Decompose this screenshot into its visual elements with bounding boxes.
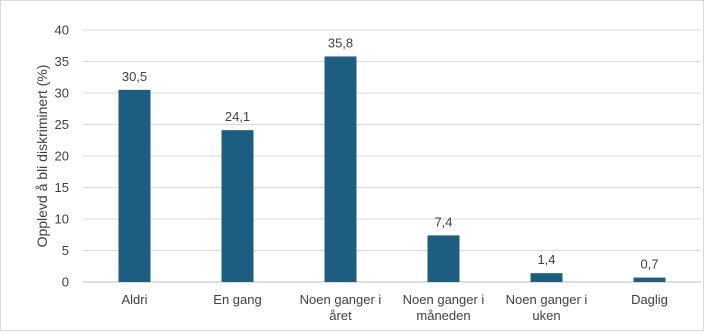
bar xyxy=(530,273,563,282)
y-tick-label: 5 xyxy=(62,243,69,258)
category-label-line: Daglig xyxy=(631,292,668,307)
y-axis-ticks: 0 5 10 15 20 25 30 35 40 xyxy=(55,23,69,290)
category-label-line: Noen ganger i xyxy=(403,292,485,307)
category-label: Aldri xyxy=(121,292,147,307)
data-label: 0,7 xyxy=(640,257,658,272)
bar xyxy=(324,56,357,283)
category-label-line: uken xyxy=(532,308,560,323)
category-label: Daglig xyxy=(631,292,668,307)
bar xyxy=(633,277,666,282)
bars xyxy=(118,56,666,283)
category-label: Noen ganger i uken xyxy=(506,292,588,323)
category-label: En gang xyxy=(213,292,261,307)
y-tick-label: 30 xyxy=(55,86,69,101)
y-tick-label: 40 xyxy=(55,23,69,38)
data-label: 24,1 xyxy=(225,109,250,124)
y-tick-label: 20 xyxy=(55,149,69,164)
y-tick-label: 15 xyxy=(55,180,69,195)
y-axis-title: Opplevd å bli diskriminert (%) xyxy=(34,65,50,248)
category-label-line: Noen ganger i xyxy=(506,292,588,307)
data-label: 30,5 xyxy=(122,69,147,84)
category-label-line: året xyxy=(329,308,352,323)
data-label: 35,8 xyxy=(328,35,353,50)
data-label: 7,4 xyxy=(434,214,452,229)
data-labels: 30,5 24,1 35,8 7,4 1,4 0,7 xyxy=(122,35,659,271)
bar xyxy=(118,89,151,282)
y-tick-label: 0 xyxy=(62,275,69,290)
category-label-line: måneden xyxy=(416,308,470,323)
y-tick-label: 35 xyxy=(55,54,69,69)
data-label: 1,4 xyxy=(537,252,555,267)
category-label-line: Aldri xyxy=(121,292,147,307)
y-tick-label: 10 xyxy=(55,212,69,227)
category-label: Noen ganger i året xyxy=(300,292,382,323)
category-label: Noen ganger i måneden xyxy=(403,292,485,323)
bar xyxy=(221,130,254,282)
category-label-line: En gang xyxy=(213,292,261,307)
category-label-line: Noen ganger i xyxy=(300,292,382,307)
y-tick-label: 25 xyxy=(55,117,69,132)
bar xyxy=(427,235,460,282)
gridlines xyxy=(83,29,701,283)
